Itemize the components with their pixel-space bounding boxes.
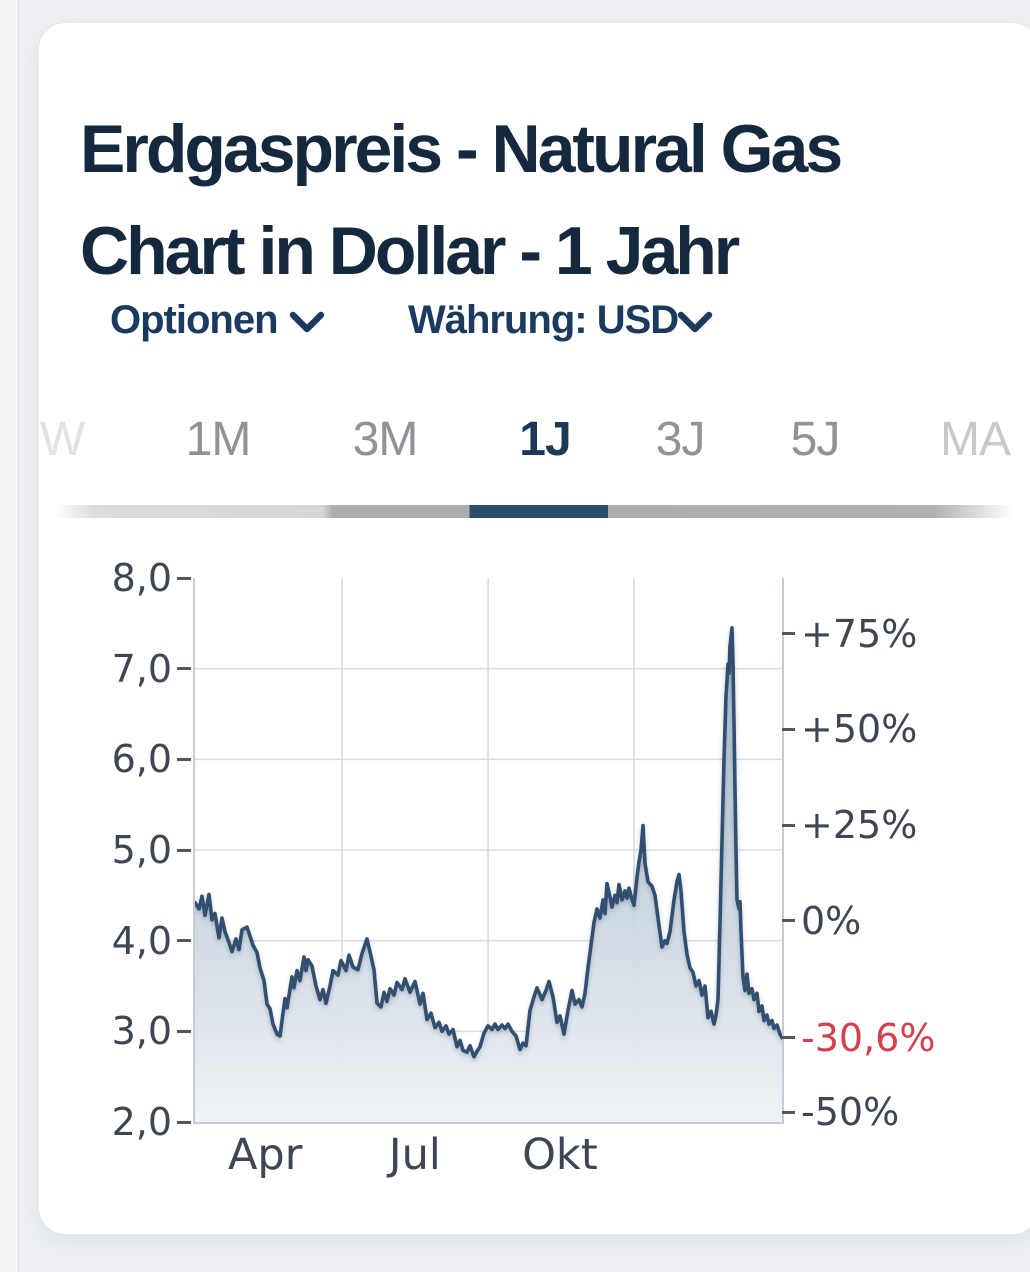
options-dropdown[interactable]: Optionen [110,294,330,346]
currency-dropdown[interactable]: Währung: USD [408,294,718,346]
tab-scroll-indicator[interactable] [55,505,1012,518]
period-tab-bar: W 1M 3M 1J 3J 5J MA [38,402,1030,478]
y-axis-label-right: +75% [801,611,918,656]
y-axis-tick-left [177,757,191,761]
y-axis-tick-right [782,632,795,636]
y-axis-tick-left [177,1029,191,1033]
price-chart[interactable] [193,578,784,1124]
chevron-down-icon [288,310,326,341]
y-axis-tick-left [177,667,191,671]
page-title: Erdgaspreis - Natural Gas Chart in Dolla… [80,110,843,289]
page-edge-strip [0,0,19,1272]
currency-dropdown-label: Währung: USD [408,298,679,342]
y-axis-label-left: 7,0 [111,646,172,691]
tab-period-1w-partial[interactable]: W [39,413,85,466]
series-line [195,626,782,1059]
y-axis-tick-left [177,576,191,580]
current-change-label: -30,6% [801,1015,936,1060]
y-axis-label-left: 6,0 [111,737,172,782]
y-axis-label-right: +25% [801,803,918,848]
y-axis-label-right: 0% [801,898,862,943]
y-axis-label-left: 3,0 [111,1009,172,1054]
options-dropdown-label: Optionen [110,298,279,342]
y-axis-tick-right [782,919,795,923]
y-axis-label-right: -50% [801,1090,900,1135]
x-axis-label: Jul [388,1130,441,1180]
y-axis-label-right: +50% [801,707,918,752]
tab-period-ma[interactable]: MA [940,413,1011,466]
y-axis-tick-right [782,823,795,827]
tab-period-3j[interactable]: 3J [655,413,706,466]
x-axis-label: Apr [227,1130,303,1180]
y-axis-label-left: 2,0 [111,1100,172,1144]
tab-period-5j[interactable]: 5J [790,413,841,466]
y-axis-tick-left [177,1120,191,1124]
tab-period-3m[interactable]: 3M [352,413,419,466]
tab-period-1m[interactable]: 1M [185,413,252,466]
y-axis-tick-right [782,1110,795,1114]
chevron-down-icon [676,310,714,341]
y-axis-tick-right [782,1036,795,1040]
y-axis-label-left: 5,0 [111,828,172,872]
series-area-fill [195,627,782,1122]
chart-plot-area[interactable] [195,578,782,1122]
x-axis-label: Okt [522,1130,598,1180]
y-axis-label-left: 8,0 [111,556,172,600]
tab-period-1j[interactable]: 1J [519,413,571,466]
y-axis-tick-right [782,727,795,731]
y-axis-tick-left [177,848,191,852]
y-axis-label-left: 4,0 [111,918,172,963]
y-axis-tick-left [177,939,191,943]
